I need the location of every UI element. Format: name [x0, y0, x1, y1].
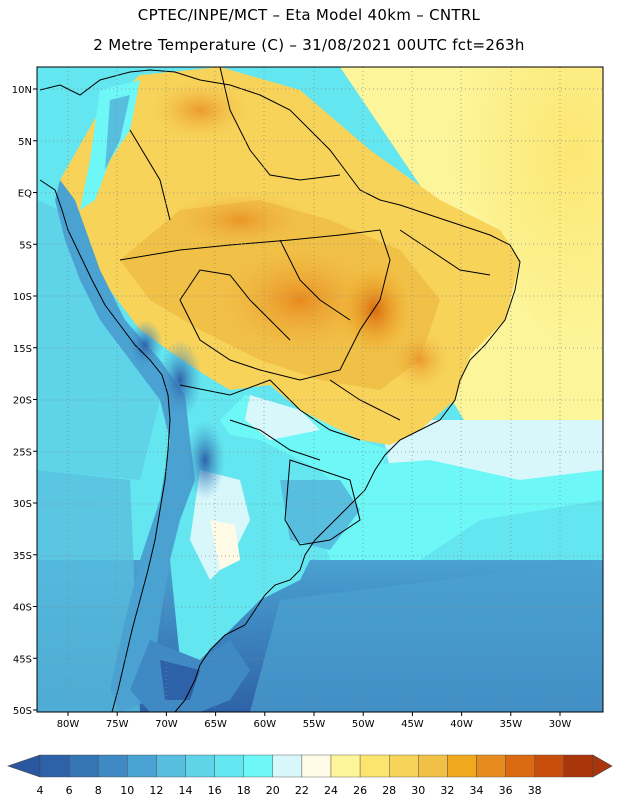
longitude-label: 30W: [549, 719, 572, 730]
colorbar-labels: 4 6 8 10 12 14 16 18 20 22 24 26 28 30 32 34 36 38: [37, 784, 542, 797]
latitude-label: 45S: [13, 654, 32, 665]
longitude-label: 45W: [401, 719, 424, 730]
colorbar-segment: [359, 754, 390, 778]
colorbar-segment: [476, 754, 506, 778]
colorbar-segment: [272, 754, 303, 778]
colorbar-segment: [301, 754, 332, 778]
colorbar-label: 32: [440, 784, 454, 797]
latitude-label: 35S: [13, 551, 32, 562]
colorbar-segment: [214, 754, 244, 778]
coastlines: [39, 67, 521, 712]
colorbar-segment: [447, 754, 477, 778]
latitude-label: 25S: [13, 447, 32, 458]
colorbar-label: 10: [120, 784, 134, 797]
longitude-label: 60W: [253, 719, 276, 730]
colorbar-label: 4: [37, 784, 44, 797]
colorbar-label: 14: [179, 784, 193, 797]
map-frame: [36, 66, 604, 713]
colorbar-segment: [156, 754, 186, 778]
latitude-label: 15S: [13, 344, 32, 355]
colorbar-segment: [418, 754, 448, 778]
colorbar-segment: [330, 754, 361, 778]
colorbar-segment: [389, 754, 419, 778]
colorbar-label: 28: [382, 784, 396, 797]
colorbar-label: 6: [66, 784, 73, 797]
colorbar-label: 36: [499, 784, 513, 797]
temperature-field: [37, 67, 603, 712]
longitude-label: 70W: [155, 719, 178, 730]
colorbar-segment: [185, 754, 215, 778]
longitude-labels: 80W 75W 70W 65W 60W 55W 50W 45W 40W 35W 30W: [57, 712, 572, 730]
colorbar-segment: [39, 754, 70, 778]
colorbar: [7, 754, 613, 778]
longitude-label: 50W: [352, 719, 375, 730]
latitude-label: 40S: [13, 603, 32, 614]
latitude-label: EQ: [18, 189, 32, 200]
colorbar-segment: [534, 754, 565, 778]
chart-subtitle: 2 Metre Temperature (C) – 31/08/2021 00U…: [93, 36, 525, 54]
andes-cold-ridge: [55, 180, 195, 712]
longitude-label: 40W: [450, 719, 473, 730]
colorbar-label: 22: [295, 784, 309, 797]
colorbar-label: 12: [149, 784, 163, 797]
colorbar-label: 8: [95, 784, 102, 797]
longitude-label: 55W: [303, 719, 326, 730]
longitude-label: 75W: [106, 719, 129, 730]
colorbar-segment: [68, 754, 99, 778]
longitude-label: 35W: [499, 719, 522, 730]
colorbar-label: 38: [528, 784, 542, 797]
latitude-label: 10N: [12, 85, 32, 96]
colorbar-label: 18: [237, 784, 251, 797]
latitude-label: 5S: [19, 240, 32, 251]
colorbar-low-arrow: [7, 754, 41, 778]
colorbar-segment: [505, 754, 535, 778]
colorbar-high-arrow: [592, 754, 613, 778]
colorbar-label: 26: [353, 784, 367, 797]
longitude-label: 65W: [204, 719, 227, 730]
longitude-label: 80W: [57, 719, 80, 730]
latitude-label: 10S: [13, 292, 32, 303]
latitude-label: 30S: [13, 499, 32, 510]
colorbar-label: 16: [208, 784, 222, 797]
chart-title: CPTEC/INPE/MCT – Eta Model 40km – CNTRL: [137, 6, 481, 24]
colorbar-segment: [563, 754, 594, 778]
colorbar-label: 20: [266, 784, 280, 797]
colorbar-label: 30: [411, 784, 425, 797]
colorbar-segment: [243, 754, 273, 778]
latitude-label: 5N: [18, 137, 32, 148]
colorbar-segment: [97, 754, 128, 778]
latitude-label: 50S: [13, 706, 32, 717]
colorbar-segment: [127, 754, 157, 778]
colorbar-label: 34: [470, 784, 484, 797]
colorbar-label: 24: [324, 784, 338, 797]
latitude-labels: 10N 5N EQ 5S 10S 15S 20S 25S 30S 35S 40S 45S 50S: [12, 85, 37, 717]
latitude-label: 20S: [13, 396, 32, 407]
